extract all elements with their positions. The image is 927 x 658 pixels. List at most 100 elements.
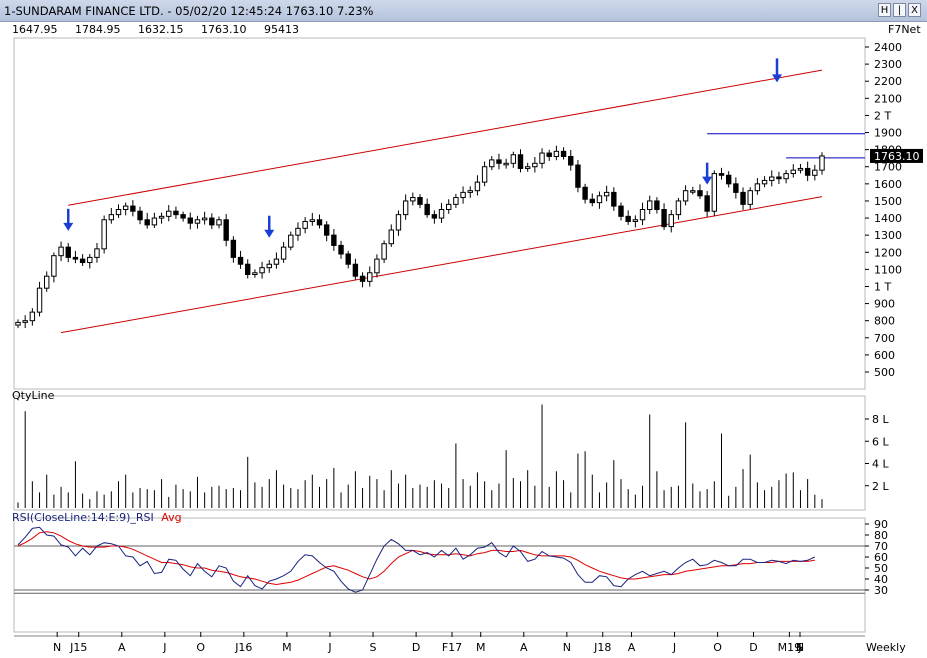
x-tick-label: A [520, 641, 528, 654]
rsi-y-tick-label: 50 [874, 562, 888, 575]
last-price-marker [870, 148, 923, 163]
price-candle-body [122, 205, 129, 211]
price-candle-body [517, 154, 524, 169]
price-y-tick-label: 2300 [874, 58, 902, 71]
window-title: 1-SUNDARAM FINANCE LTD. - 05/02/20 12:45… [4, 4, 374, 18]
channel-lower-line [60, 196, 823, 334]
price-y-tick-label: 1700 [874, 161, 902, 174]
price-y-tick-label: 2100 [874, 92, 902, 105]
rsi-y-tick-label: 40 [874, 573, 888, 586]
price-candle-body [331, 234, 337, 246]
price-candle-body [245, 263, 251, 276]
rsi-label: RSI(CloseLine:14:E:9)_RSI [12, 511, 154, 524]
price-candle-body [575, 164, 581, 188]
rsi-y-tick-label: 90 [874, 518, 888, 531]
price-candle-body [230, 239, 237, 258]
price-candle-body [259, 267, 265, 274]
price-candle-body [302, 220, 308, 229]
help-button[interactable]: H [878, 3, 891, 17]
price-candle-body [87, 256, 93, 264]
rsi-y-tick-label: 80 [874, 529, 888, 542]
price-candle-body [819, 155, 825, 171]
price-candle-body [647, 200, 653, 211]
x-tick-label: M19 [778, 641, 802, 654]
price-y-tick-label: 900 [874, 298, 895, 311]
volume-value: 95413 [264, 23, 299, 36]
price-candle-body [187, 217, 193, 224]
price-candle-body [704, 195, 710, 212]
price-candle-body [804, 167, 811, 176]
x-tick-label: M [282, 641, 292, 654]
x-tick-label: J16 [234, 641, 252, 654]
price-candle-body [618, 205, 624, 217]
price-candle-body [367, 272, 373, 282]
x-tick-label: D [749, 641, 757, 654]
price-candle-body [740, 191, 746, 205]
price-candle-body [166, 210, 172, 217]
price-candle-body [252, 272, 258, 275]
x-tick-label: J15 [69, 641, 87, 654]
low-value: 1632.15 [138, 23, 184, 36]
rsi-y-tick-label: 70 [874, 540, 888, 553]
qty-bars [17, 404, 823, 508]
price-candle-body [151, 217, 158, 226]
price-candle-body [524, 166, 531, 169]
window-controls: H | X [878, 3, 921, 17]
x-tick-label: J18 [593, 641, 611, 654]
price-candle-body [761, 179, 768, 185]
price-candle-body [359, 275, 366, 282]
x-tick-label: N [796, 641, 804, 654]
price-candle-body [410, 197, 416, 202]
blue-arrow-icon [772, 74, 782, 83]
price-candle-body [395, 214, 402, 231]
price-candle-body [374, 258, 380, 274]
x-tick-label: M [476, 641, 486, 654]
qty-y-tick-label: 6 L [872, 435, 889, 448]
price-candle-body [209, 217, 215, 226]
price-y-tick-label: 600 [874, 349, 895, 362]
price-candle-body [402, 200, 409, 216]
close-value: 1763.10 [201, 23, 247, 36]
price-candle-body [489, 159, 495, 168]
price-candle-body [733, 183, 739, 193]
price-candle-body [237, 256, 244, 265]
restore-button[interactable]: | [893, 3, 906, 17]
price-candle-body [582, 186, 588, 200]
x-tick-label: D [412, 641, 420, 654]
price-candle-body [611, 191, 617, 207]
price-candle-body [180, 214, 186, 219]
price-candle-body [130, 205, 136, 212]
x-tick-label: F17 [442, 641, 462, 654]
price-candle-body [568, 155, 574, 166]
price-candle-body [460, 191, 466, 199]
price-candle-body [467, 190, 473, 193]
price-candle-body [496, 159, 502, 164]
price-y-tick-label: 2 T [874, 109, 891, 122]
price-y-tick-label: 800 [874, 315, 895, 328]
price-candle-body [769, 176, 775, 181]
price-candle-body [22, 320, 28, 323]
price-candle-body [690, 190, 696, 193]
blue-arrow-icon [702, 176, 713, 185]
price-candle-body [108, 214, 115, 221]
price-candle-body [51, 255, 57, 277]
price-y-tick-label: 1 T [874, 280, 891, 293]
rsi-panel-frame [13, 517, 866, 633]
price-candle-body [417, 197, 423, 205]
timeframe-label: Weekly [866, 641, 906, 654]
price-candle-body [381, 243, 387, 260]
x-tick-label: N [563, 641, 571, 654]
price-candle-body [797, 167, 804, 171]
price-y-tick-label: 1300 [874, 229, 902, 242]
rsi-panel-label: RSI(CloseLine:14:E:9)_RSI Avg [12, 511, 182, 524]
price-candle-body [216, 219, 222, 226]
close-button[interactable]: X [908, 3, 921, 17]
price-candle-body [316, 219, 323, 226]
x-tick-label: J [327, 641, 331, 654]
price-candle-body [323, 224, 330, 236]
price-y-tick-label: 500 [874, 366, 895, 379]
rsi-avg-label: Avg [161, 511, 182, 524]
price-candle-body [654, 200, 660, 211]
price-candle-body [15, 321, 21, 326]
